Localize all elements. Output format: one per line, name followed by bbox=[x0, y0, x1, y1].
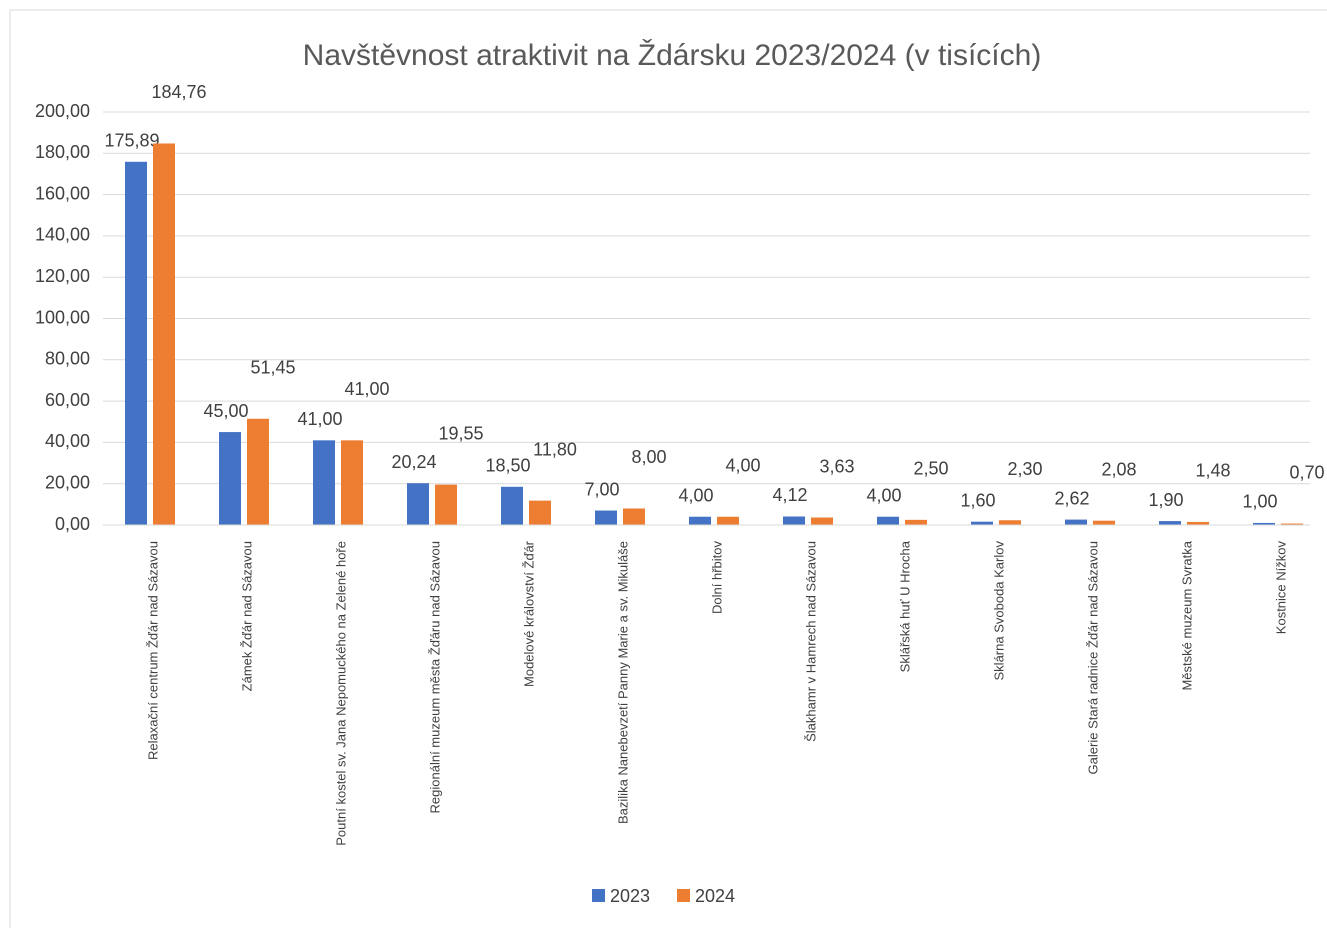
value-label: 7,00 bbox=[584, 479, 619, 499]
y-tick-label: 0,00 bbox=[55, 514, 90, 534]
x-tick-label: Zámek Žďár nad Sázavou bbox=[239, 541, 254, 691]
bar bbox=[407, 483, 429, 525]
value-label: 51,45 bbox=[250, 358, 295, 378]
y-tick-label: 180,00 bbox=[35, 142, 90, 162]
bar bbox=[811, 517, 833, 525]
bar bbox=[595, 510, 617, 525]
bar bbox=[501, 486, 523, 525]
value-label: 3,63 bbox=[819, 456, 854, 476]
value-label: 11,80 bbox=[533, 439, 577, 459]
y-tick-label: 80,00 bbox=[45, 349, 90, 369]
value-label: 41,00 bbox=[297, 409, 342, 429]
value-label: 19,55 bbox=[438, 423, 483, 443]
value-label: 20,24 bbox=[391, 452, 436, 472]
bar bbox=[1093, 520, 1115, 525]
x-tick-label: Galerie Stará radnice Žďár nad Sázavou bbox=[1085, 541, 1100, 774]
bar bbox=[783, 516, 805, 525]
value-label: 4,00 bbox=[725, 455, 760, 475]
legend-swatch bbox=[592, 889, 605, 902]
value-label: 2,30 bbox=[1007, 459, 1042, 479]
y-tick-label: 200,00 bbox=[35, 101, 90, 121]
y-tick-label: 60,00 bbox=[45, 390, 90, 410]
y-tick-label: 120,00 bbox=[35, 266, 90, 286]
value-label: 4,12 bbox=[772, 485, 807, 505]
legend-label: 2023 bbox=[610, 886, 650, 906]
bar bbox=[1281, 523, 1303, 525]
value-label: 2,50 bbox=[913, 459, 948, 479]
value-label: 2,62 bbox=[1054, 488, 1089, 508]
bar bbox=[125, 161, 147, 525]
x-tick-label: Modelové království Žďár bbox=[521, 540, 536, 687]
y-tick-label: 100,00 bbox=[35, 307, 90, 327]
value-label: 8,00 bbox=[631, 447, 666, 467]
chart-title: Navštěvnost atraktivit na Ždársku 2023/2… bbox=[303, 39, 1042, 72]
y-tick-label: 160,00 bbox=[35, 183, 90, 203]
value-label: 4,00 bbox=[866, 485, 901, 505]
y-tick-label: 140,00 bbox=[35, 225, 90, 245]
x-tick-label: Městské muzeum Svratka bbox=[1179, 540, 1194, 690]
bar bbox=[905, 519, 927, 525]
y-tick-label: 20,00 bbox=[45, 472, 90, 492]
value-label: 184,76 bbox=[151, 82, 206, 102]
x-tick-label: Regionální muzeum města Žďáru nad Sázavo… bbox=[427, 541, 442, 813]
value-label: 4,00 bbox=[678, 485, 713, 505]
bar bbox=[153, 143, 175, 526]
value-label: 1,48 bbox=[1195, 461, 1230, 481]
bar bbox=[1253, 522, 1275, 525]
bar bbox=[971, 521, 993, 525]
value-label: 1,60 bbox=[960, 490, 995, 510]
legend-swatch bbox=[677, 889, 690, 902]
value-label: 1,90 bbox=[1148, 490, 1183, 510]
bar bbox=[999, 520, 1021, 525]
bar bbox=[623, 508, 645, 525]
bar bbox=[1187, 521, 1209, 525]
x-tick-label: Sklářská huť U Hrocha bbox=[897, 540, 912, 672]
bar bbox=[341, 440, 363, 525]
x-tick-label: Poutní kostel sv. Jana Nepomuckého na Ze… bbox=[333, 541, 348, 846]
value-label: 18,50 bbox=[485, 456, 530, 476]
y-tick-label: 40,00 bbox=[45, 431, 90, 451]
legend-label: 2024 bbox=[695, 886, 735, 906]
bar bbox=[313, 440, 335, 525]
x-tick-label: Šlakhamr v Hamrech nad Sázavou bbox=[803, 541, 818, 742]
x-tick-label: Dolní hřbitov bbox=[709, 541, 724, 614]
bar bbox=[247, 418, 269, 525]
value-label: 0,70 bbox=[1289, 462, 1324, 482]
value-label: 45,00 bbox=[203, 401, 248, 421]
x-tick-label: Kostnice Nížkov bbox=[1273, 541, 1288, 635]
bar bbox=[435, 484, 457, 525]
value-label: 1,00 bbox=[1242, 492, 1277, 512]
bar bbox=[689, 516, 711, 525]
value-label: 2,08 bbox=[1101, 459, 1136, 479]
bar bbox=[219, 432, 241, 525]
bar bbox=[1159, 521, 1181, 525]
bar bbox=[717, 516, 739, 525]
value-label: 41,00 bbox=[344, 379, 389, 399]
x-tick-label: Sklárna Svoboda Karlov bbox=[991, 541, 1006, 681]
bar bbox=[1065, 519, 1087, 525]
x-tick-label: Relaxační centrum Žďár nad Sázavou bbox=[145, 541, 160, 760]
value-label: 175,89 bbox=[104, 131, 159, 151]
x-tick-label: Bazilika Nanebevzetí Panny Marie a sv. M… bbox=[615, 541, 630, 824]
bar bbox=[529, 500, 551, 525]
bar bbox=[877, 516, 899, 525]
